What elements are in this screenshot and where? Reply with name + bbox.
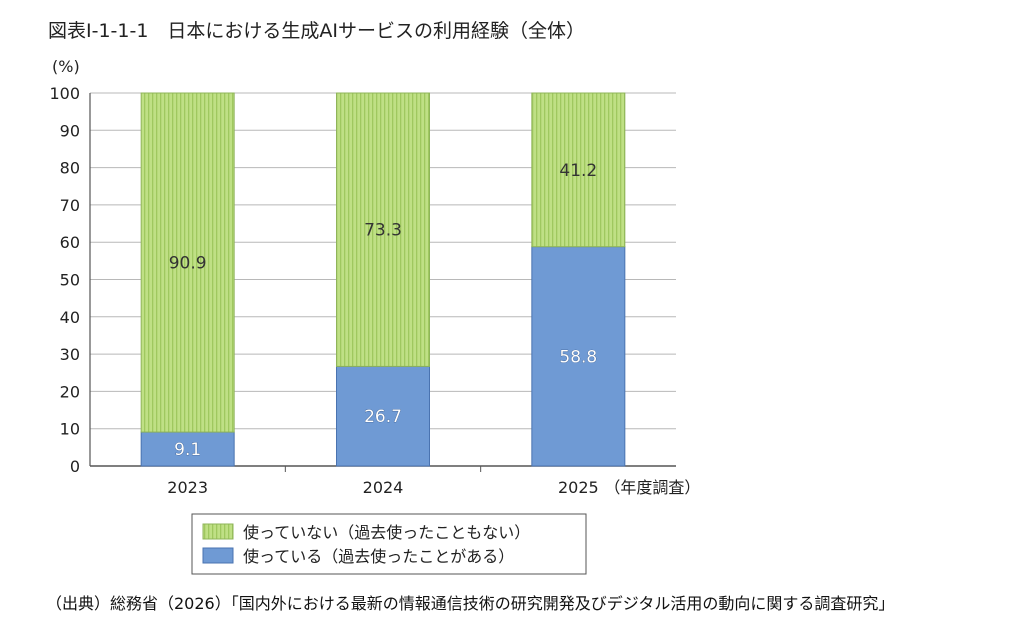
y-tick-label: 100 — [49, 84, 80, 103]
x-tick-label: 2024 — [363, 478, 404, 497]
x-tick-label: 2023 — [167, 478, 208, 497]
data-label: 90.9 — [169, 254, 207, 274]
legend-swatch — [202, 523, 234, 540]
y-tick-label: 90 — [60, 121, 80, 140]
y-tick-label: 30 — [60, 345, 80, 364]
legend-swatch — [202, 547, 234, 564]
y-tick-label: 20 — [60, 382, 80, 401]
x-axis-note: （年度調査） — [604, 478, 700, 497]
data-label: 26.7 — [364, 407, 402, 427]
y-tick-label: 50 — [60, 271, 80, 290]
bar-segment-not-using — [531, 92, 626, 248]
y-tick-label: 0 — [70, 457, 80, 476]
data-label: 41.2 — [559, 161, 597, 181]
data-label: 9.1 — [174, 440, 201, 460]
legend: 使っていない（過去使ったこともない） 使っている（過去使ったことがある） — [191, 513, 587, 575]
legend-box — [191, 513, 587, 575]
x-axis-ticks: 2023 2024 2025 （年度調査） — [167, 478, 700, 497]
y-tick-label: 60 — [60, 233, 80, 252]
bar-segment-not-using — [336, 92, 430, 367]
y-tick-label: 70 — [60, 196, 80, 215]
y-axis-ticks: 0 10 20 30 40 50 60 70 80 90 100 (%) — [49, 57, 80, 476]
bar-segment-not-using — [140, 92, 235, 433]
bars — [140, 92, 626, 467]
data-label: 58.8 — [559, 347, 597, 367]
y-tick-label: 80 — [60, 159, 80, 178]
y-unit-label: (%) — [52, 57, 80, 76]
chart-title: 図表Ⅰ-1-1-1 日本における生成AIサービスの利用経験（全体） — [48, 20, 586, 42]
bar-segment-using — [531, 246, 626, 467]
bar-segment-using — [140, 431, 235, 467]
x-tick-label: 2025 — [558, 478, 599, 497]
legend-entry: 使っていない（過去使ったこともない） — [243, 523, 530, 542]
y-tick-label: 10 — [60, 420, 80, 439]
data-label: 73.3 — [364, 221, 402, 241]
source-note: （出典）総務省（2026）「国内外における最新の情報通信技術の研究開発及びデジタ… — [46, 594, 895, 613]
bar-segment-using — [336, 365, 430, 467]
legend-entry: 使っている（過去使ったことがある） — [243, 547, 514, 566]
data-labels: 9.1 90.9 26.7 73.3 58.8 41.2 — [169, 161, 598, 460]
y-tick-label: 40 — [60, 308, 80, 327]
